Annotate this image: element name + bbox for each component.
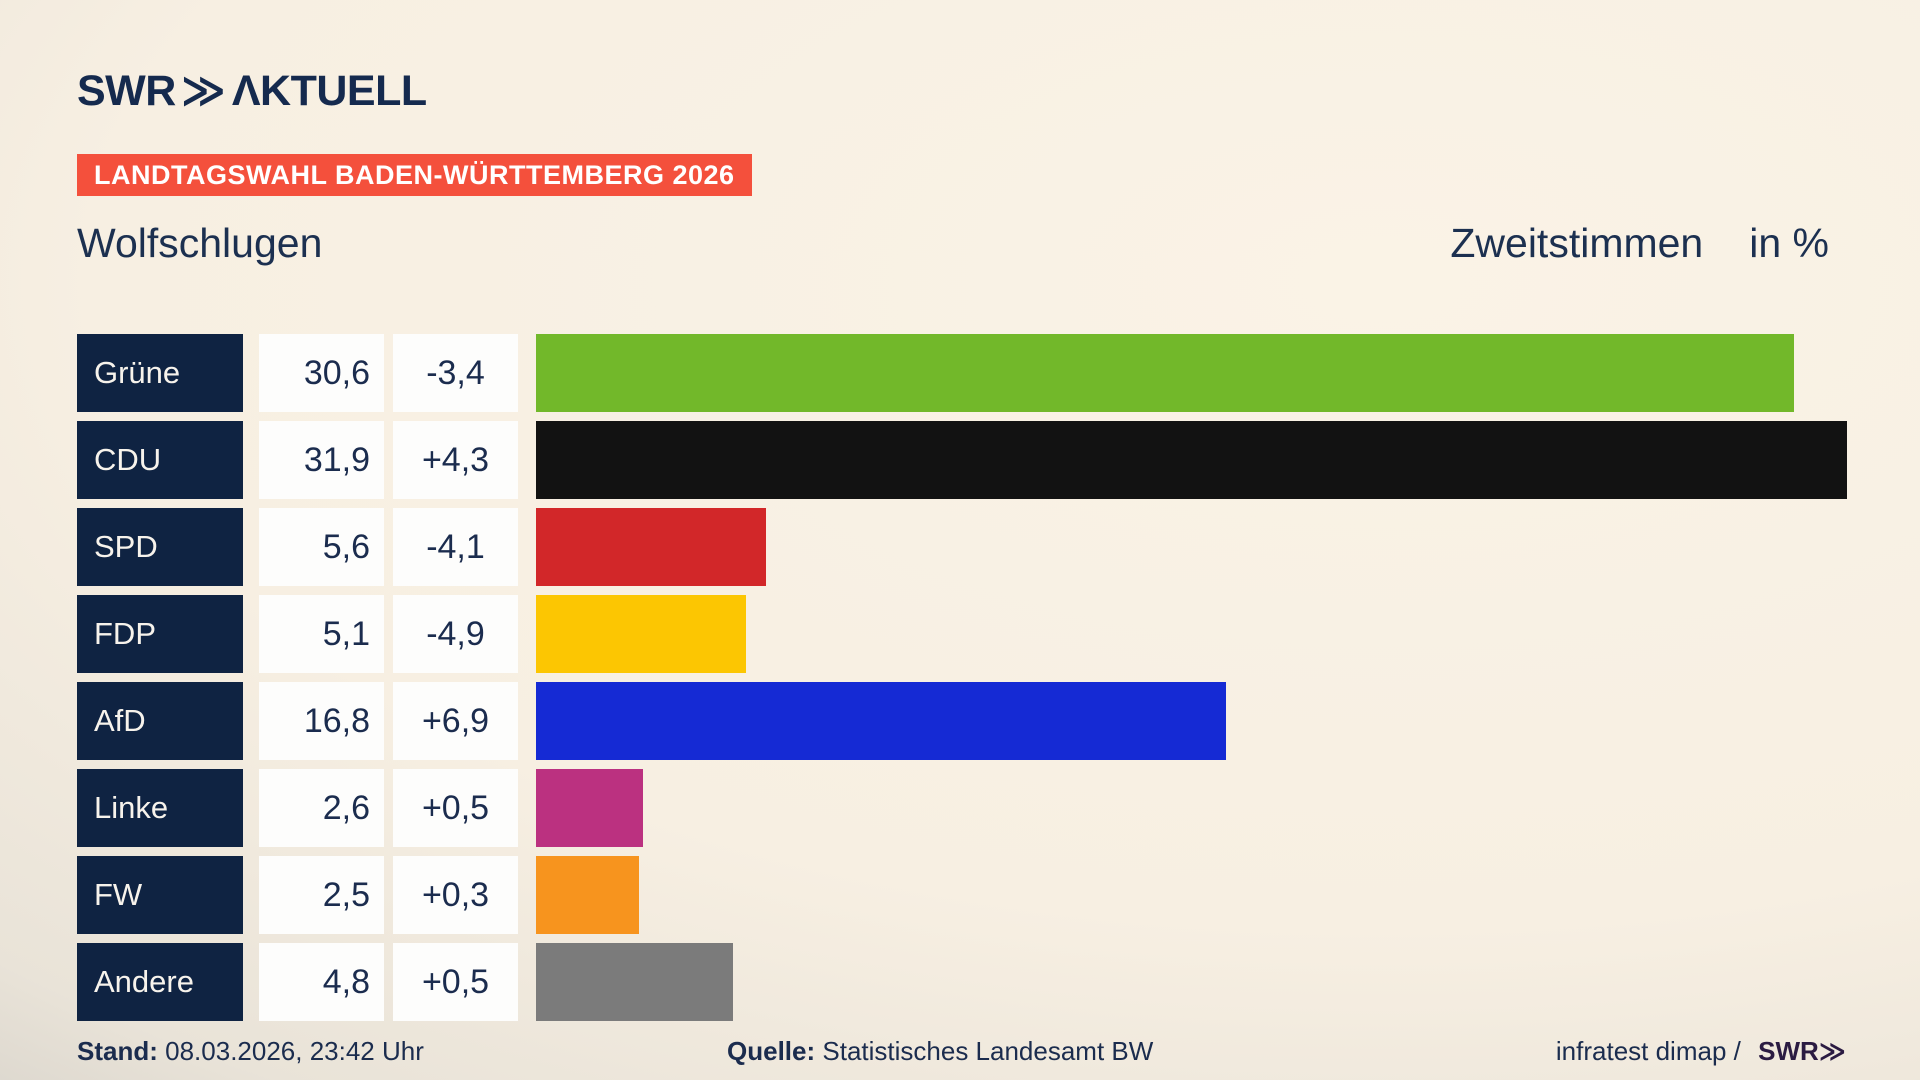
bar xyxy=(536,682,1227,760)
stand-timestamp: Stand: 08.03.2026, 23:42 Uhr xyxy=(77,1034,424,1068)
value-cell: 31,9 xyxy=(259,421,384,499)
chart-row: SPD 5,6 -4,1 xyxy=(77,508,1847,586)
value-cell: 2,6 xyxy=(259,769,384,847)
value-cell: 5,1 xyxy=(259,595,384,673)
bar xyxy=(536,856,639,934)
party-label: AfD xyxy=(77,682,243,760)
election-banner: LANDTAGSWAHL BADEN-WÜRTTEMBERG 2026 xyxy=(77,154,752,196)
change-cell: +0,5 xyxy=(393,769,518,847)
change-cell: +0,3 xyxy=(393,856,518,934)
unit-label: in % xyxy=(1749,220,1829,266)
chart-row: Andere 4,8 +0,5 xyxy=(77,943,1847,1021)
chart-row: Linke 2,6 +0,5 xyxy=(77,769,1847,847)
bar-track xyxy=(536,508,1847,586)
bar-track xyxy=(536,595,1847,673)
chart-row: FW 2,5 +0,3 xyxy=(77,856,1847,934)
double-chevron-icon: ≫ xyxy=(180,67,226,115)
aktuell-logo-text: ΛKTUELL xyxy=(231,67,427,115)
title-row: Wolfschlugen Zweitstimmen in % xyxy=(77,220,1847,267)
bar xyxy=(536,421,1847,499)
footer-double-chevron-icon: ≫ xyxy=(1818,1036,1846,1066)
footer: Stand: 08.03.2026, 23:42 Uhr Quelle: Sta… xyxy=(77,1034,1846,1070)
bar xyxy=(536,334,1794,412)
party-label: SPD xyxy=(77,508,243,586)
party-label: Linke xyxy=(77,769,243,847)
party-label: Grüne xyxy=(77,334,243,412)
change-cell: +0,5 xyxy=(393,943,518,1021)
chart-row: FDP 5,1 -4,9 xyxy=(77,595,1847,673)
party-label: CDU xyxy=(77,421,243,499)
change-cell: +6,9 xyxy=(393,682,518,760)
swr-footer-logo: SWR≫ xyxy=(1758,1036,1846,1066)
chart-row: AfD 16,8 +6,9 xyxy=(77,682,1847,760)
change-cell: -3,4 xyxy=(393,334,518,412)
source-label: Quelle: xyxy=(727,1036,816,1066)
bar xyxy=(536,769,643,847)
value-cell: 4,8 xyxy=(259,943,384,1021)
measure-label: Zweitstimmen xyxy=(1450,220,1704,266)
swr-footer-logo-text: SWR xyxy=(1758,1036,1819,1066)
bar-track xyxy=(536,943,1847,1021)
value-cell: 16,8 xyxy=(259,682,384,760)
stand-label: Stand: xyxy=(77,1036,158,1066)
bar xyxy=(536,508,767,586)
axis-caption: Zweitstimmen in % xyxy=(1450,220,1847,267)
stand-value: 08.03.2026, 23:42 Uhr xyxy=(165,1036,424,1066)
source-value: Statistisches Landesamt BW xyxy=(822,1036,1154,1066)
change-cell: -4,9 xyxy=(393,595,518,673)
credit-note: infratest dimap / SWR≫ xyxy=(1555,1034,1846,1068)
party-label: Andere xyxy=(77,943,243,1021)
chart-row: CDU 31,9 +4,3 xyxy=(77,421,1847,499)
bar xyxy=(536,595,746,673)
change-cell: -4,1 xyxy=(393,508,518,586)
bar-chart: Grüne 30,6 -3,4 CDU 31,9 +4,3 SPD 5,6 -4… xyxy=(77,334,1847,1030)
bar-track xyxy=(536,682,1847,760)
source-note: Quelle: Statistisches Landesamt BW xyxy=(727,1034,1153,1068)
bar xyxy=(536,943,734,1021)
bar-track xyxy=(536,334,1847,412)
page-title: Wolfschlugen xyxy=(77,220,323,266)
value-cell: 5,6 xyxy=(259,508,384,586)
bar-track xyxy=(536,769,1847,847)
party-label: FDP xyxy=(77,595,243,673)
bar-track xyxy=(536,421,1847,499)
value-cell: 2,5 xyxy=(259,856,384,934)
bar-track xyxy=(536,856,1847,934)
swr-logo-text: SWR xyxy=(77,67,176,115)
value-cell: 30,6 xyxy=(259,334,384,412)
credit-text: infratest dimap / xyxy=(1555,1036,1741,1066)
chart-row: Grüne 30,6 -3,4 xyxy=(77,334,1847,412)
party-label: FW xyxy=(77,856,243,934)
change-cell: +4,3 xyxy=(393,421,518,499)
swr-aktuell-logo: SWR ≫ ΛKTUELL xyxy=(77,66,427,116)
